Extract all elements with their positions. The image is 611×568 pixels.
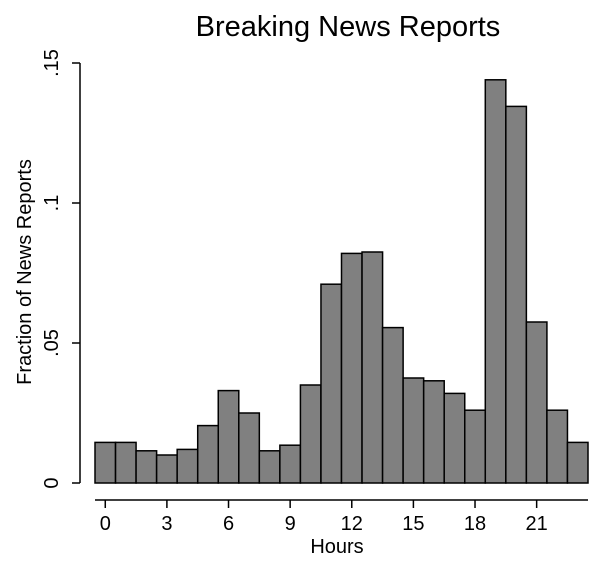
- x-tick-label: 3: [161, 513, 172, 535]
- histogram-bar-hour-17: [443, 392, 466, 484]
- x-tick-label: 21: [526, 513, 548, 535]
- y-tick-label: .05: [41, 329, 63, 357]
- x-tick-label: 15: [402, 513, 424, 535]
- histogram-bar-hour-0: [94, 441, 117, 484]
- histogram-bar-hour-8: [258, 450, 281, 484]
- y-tick-label: 0: [41, 477, 63, 488]
- histogram-bar-hour-13: [361, 251, 384, 484]
- histogram-bar-hour-14: [381, 326, 404, 484]
- x-tick-label: 6: [223, 513, 234, 535]
- histogram-bar-hour-15: [402, 377, 425, 484]
- histogram-bar-hour-1: [114, 441, 137, 484]
- histogram-bar-hour-12: [340, 252, 363, 484]
- histogram-bar-hour-10: [299, 384, 322, 484]
- y-tick-label: .1: [41, 195, 63, 212]
- chart-title: Breaking News Reports: [196, 11, 501, 43]
- histogram-bar-hour-11: [320, 283, 343, 484]
- x-axis-label: Hours: [310, 536, 363, 558]
- histogram-bar-hour-22: [546, 409, 569, 484]
- y-tick-label: .15: [41, 49, 63, 77]
- x-tick-label: 0: [100, 513, 111, 535]
- bars-layer: [94, 79, 589, 484]
- y-axis-label: Fraction of News Reports: [14, 159, 36, 385]
- x-tick-label: 12: [341, 513, 363, 535]
- histogram-bar-hour-23: [566, 441, 589, 484]
- y-ticks-layer: 0 .05 .1 .15: [41, 49, 80, 489]
- histogram-bar-hour-5: [196, 424, 220, 484]
- histogram-bar-hour-16: [422, 380, 445, 484]
- histogram-bar-hour-19: [484, 79, 507, 484]
- histogram-bar-hour-7: [238, 412, 261, 484]
- histogram-bar-hour-3: [155, 454, 178, 484]
- histogram-bar-hour-18: [464, 409, 487, 484]
- x-tick-label: 18: [464, 513, 486, 535]
- histogram-bar-hour-21: [525, 321, 548, 484]
- x-ticks-layer: 0 3 6 9 12 15 18 21: [100, 500, 548, 535]
- histogram-bar-hour-2: [135, 450, 158, 484]
- histogram-bar-hour-20: [505, 105, 528, 484]
- x-tick-label: 9: [285, 513, 296, 535]
- histogram-bar-hour-4: [176, 448, 199, 484]
- histogram-bar-hour-9: [279, 444, 302, 484]
- histogram-bar-hour-6: [217, 389, 240, 484]
